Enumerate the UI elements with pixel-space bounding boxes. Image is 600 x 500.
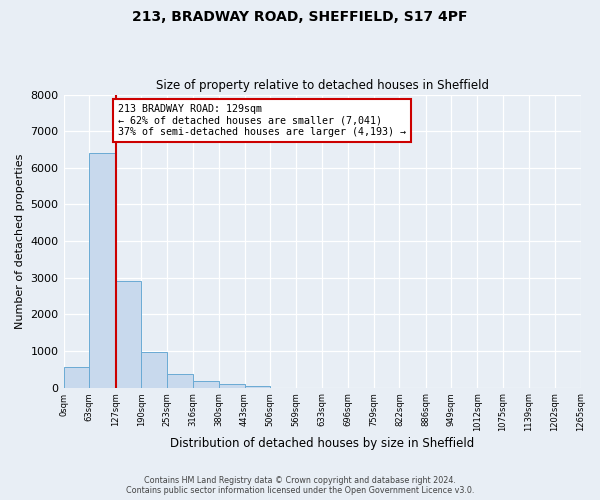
Bar (245, 386, 271, 388)
Bar (64, 367, 89, 388)
Bar (89, 153, 115, 388)
Y-axis label: Number of detached properties: Number of detached properties (15, 154, 25, 329)
Title: Size of property relative to detached houses in Sheffield: Size of property relative to detached ho… (155, 79, 488, 92)
Bar (141, 352, 167, 388)
Text: Contains HM Land Registry data © Crown copyright and database right 2024.
Contai: Contains HM Land Registry data © Crown c… (126, 476, 474, 495)
Bar (167, 374, 193, 388)
Bar (193, 382, 219, 388)
X-axis label: Distribution of detached houses by size in Sheffield: Distribution of detached houses by size … (170, 437, 474, 450)
Bar (115, 280, 141, 388)
Text: 213, BRADWAY ROAD, SHEFFIELD, S17 4PF: 213, BRADWAY ROAD, SHEFFIELD, S17 4PF (132, 10, 468, 24)
Text: 213 BRADWAY ROAD: 129sqm
← 62% of detached houses are smaller (7,041)
37% of sem: 213 BRADWAY ROAD: 129sqm ← 62% of detach… (118, 104, 406, 137)
Bar (219, 384, 245, 388)
